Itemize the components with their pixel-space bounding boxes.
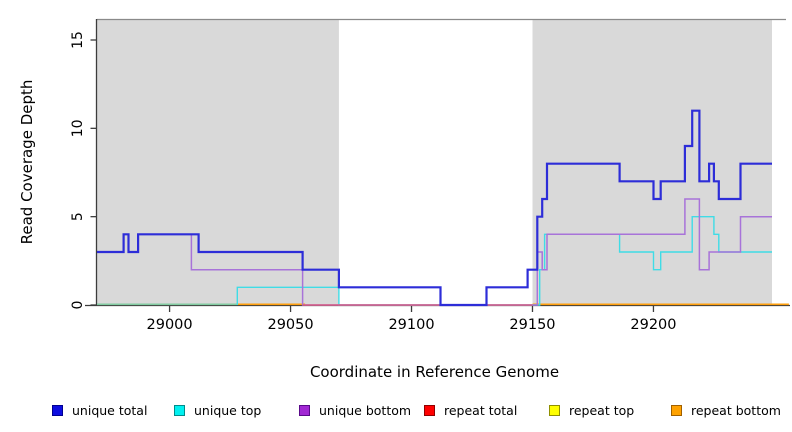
x-tick-label: 29100 <box>388 317 434 333</box>
legend-swatch-repeat-total <box>424 404 435 416</box>
legend-item-unique-total: unique total <box>52 401 147 419</box>
y-axis-title: Read Coverage Depth <box>18 79 36 245</box>
left-shaded-region <box>97 20 339 306</box>
y-tick-label: 15 <box>70 31 86 49</box>
legend-label: unique top <box>194 402 262 418</box>
legend-swatch-repeat-top <box>549 404 560 416</box>
chart-legend: unique total unique top unique bottom repea… <box>0 401 792 423</box>
legend-label: repeat top <box>569 402 635 418</box>
legend-swatch-repeat-bottom <box>671 404 682 416</box>
series-unique-total-line <box>97 109 772 307</box>
x-axis-title: Coordinate in Reference Genome <box>309 363 560 381</box>
legend-swatch-unique-total <box>52 404 63 416</box>
y-tick-label: 10 <box>70 119 86 137</box>
legend-item-repeat-bottom: repeat bottom <box>671 401 781 419</box>
legend-label: unique total <box>72 402 148 418</box>
x-tick-label: 29200 <box>630 317 676 333</box>
legend-item-repeat-top: repeat top <box>549 401 634 419</box>
x-tick-label: 29050 <box>267 317 313 333</box>
y-tick-label: 5 <box>70 212 86 221</box>
legend-item-unique-bottom: unique bottom <box>299 401 411 419</box>
x-tick-label: 29150 <box>509 317 555 333</box>
legend-label: repeat total <box>444 402 518 418</box>
legend-swatch-unique-bottom <box>299 404 310 416</box>
x-tick-label: 29000 <box>147 317 193 333</box>
legend-item-repeat-total: repeat total <box>424 401 517 419</box>
legend-label: repeat bottom <box>691 402 781 418</box>
legend-label: unique bottom <box>319 402 412 418</box>
y-tick-label: 0 <box>70 301 86 310</box>
legend-swatch-unique-top <box>174 404 185 416</box>
legend-item-unique-top: unique top <box>174 401 261 419</box>
